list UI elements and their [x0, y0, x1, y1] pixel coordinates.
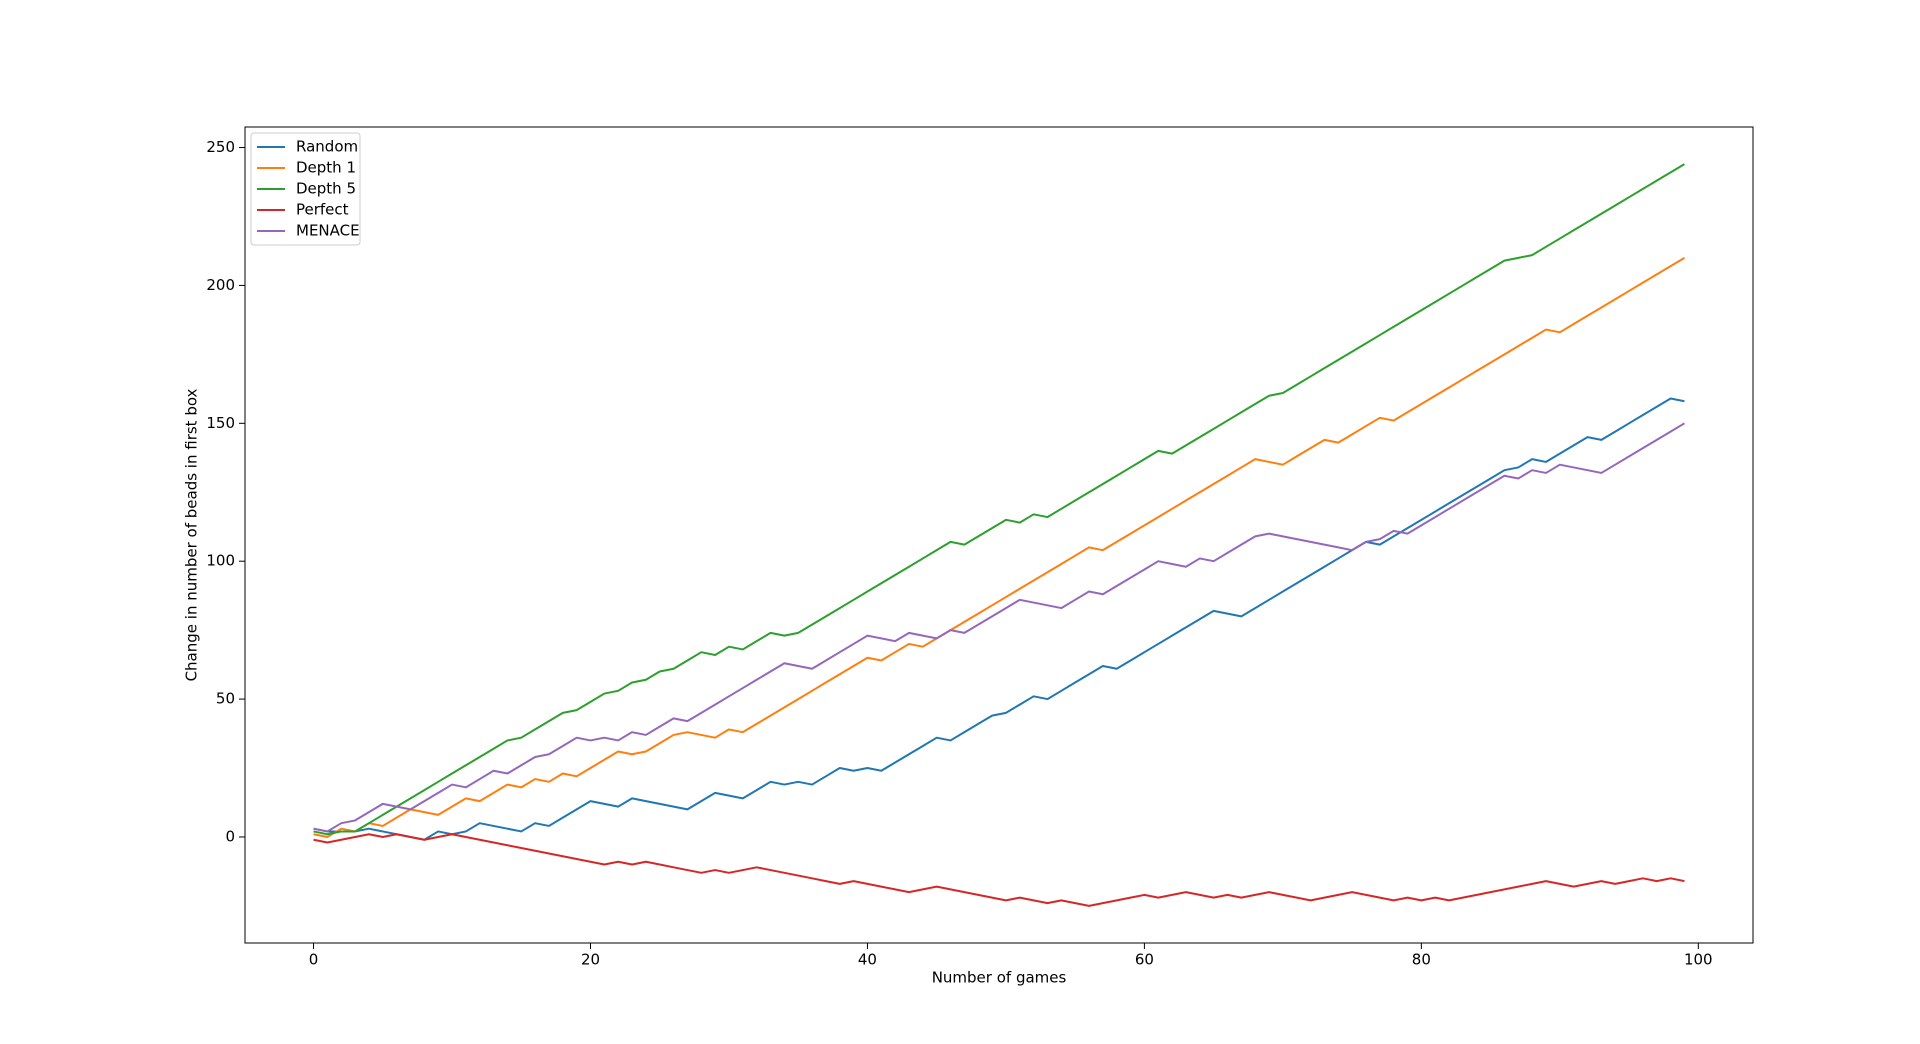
x-tick-label: 20 — [581, 951, 600, 969]
series-line — [313, 397, 1685, 841]
series-line — [313, 422, 1685, 833]
y-tick-label: 50 — [216, 690, 235, 708]
y-tick-label: 150 — [206, 414, 235, 432]
legend-label: MENACE — [296, 222, 360, 240]
axes-frame — [244, 126, 1754, 944]
x-tick-label: 100 — [1684, 951, 1713, 969]
y-tick-label: 100 — [206, 552, 235, 570]
x-axis-label: Number of games — [932, 969, 1067, 987]
series-line — [313, 163, 1685, 836]
legend-label: Perfect — [296, 201, 349, 219]
x-tick-label: 40 — [858, 951, 877, 969]
x-tick-label: 80 — [1412, 951, 1431, 969]
legend-label: Random — [296, 138, 358, 156]
y-tick-label: 200 — [206, 276, 235, 294]
legend-box — [250, 132, 361, 246]
y-axis-label: Change in number of beads in first box — [183, 388, 201, 681]
x-tick-label: 60 — [1135, 951, 1154, 969]
legend-label: Depth 1 — [296, 159, 356, 177]
x-tick-label: 0 — [309, 951, 319, 969]
series-line — [313, 833, 1685, 907]
series-line — [313, 256, 1685, 838]
y-tick-label: 0 — [225, 827, 235, 845]
legend-label: Depth 5 — [296, 180, 356, 198]
y-tick-label: 250 — [206, 138, 235, 156]
